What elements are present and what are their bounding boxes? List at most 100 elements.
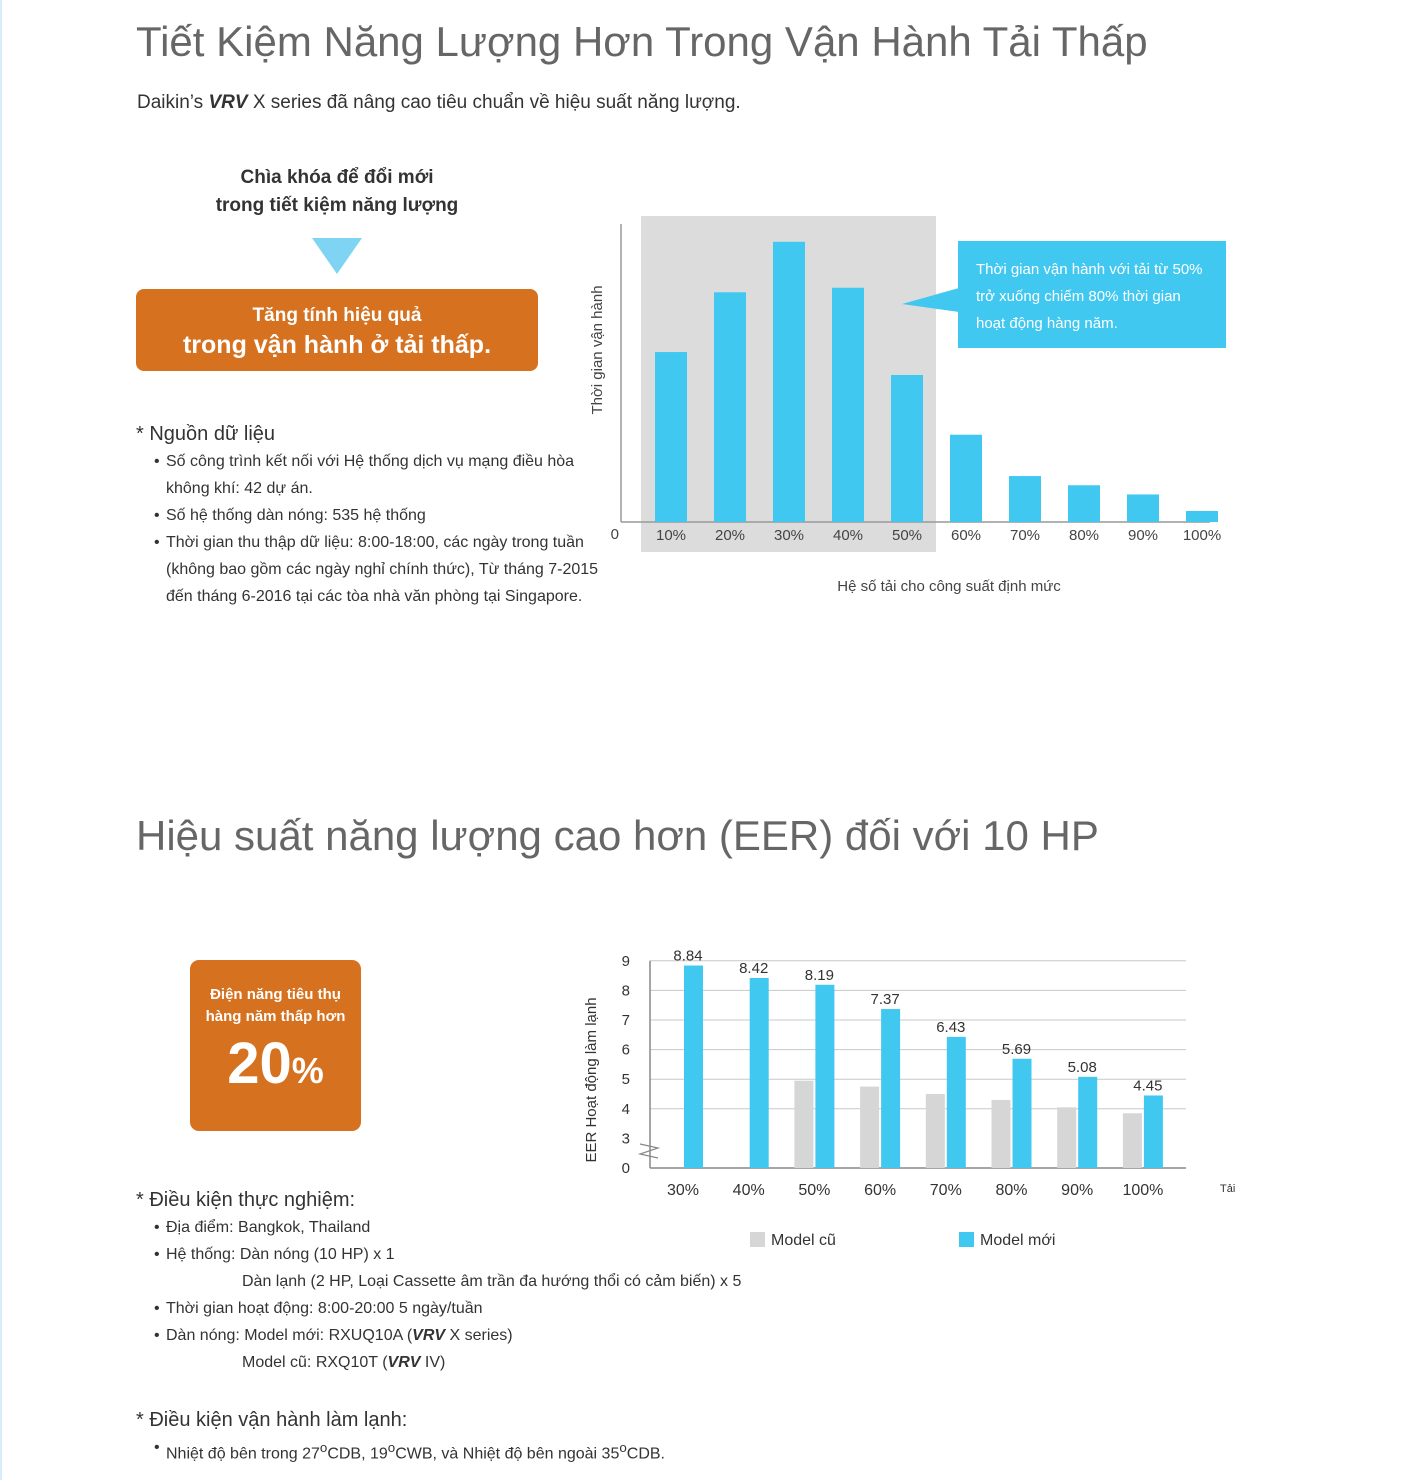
intro-suffix: X series đã nâng cao tiêu chuẩn về hiệu … (247, 92, 741, 113)
badge-text: Điện năng tiêu thụ hàng năm thấp hơn (190, 984, 361, 1028)
chart-bar (891, 375, 923, 522)
badge-number: 20 (227, 1031, 292, 1096)
data-label: 4.45 (1133, 1077, 1162, 1094)
low-load-efficiency-box: Tăng tính hiệu quả trong vận hành ở tải … (136, 289, 538, 371)
y-axis-label: EER Hoạt động làm lạnh (583, 997, 600, 1162)
data-label: 7.37 (870, 991, 899, 1008)
y-tick-label: 8 (622, 982, 630, 999)
chart-bar (950, 434, 982, 522)
conditions-heading: * Điều kiện thực nghiệm: (136, 1189, 356, 1211)
bar-new-model (815, 984, 835, 1168)
system-line2: Dàn lạnh (2 HP, Loại Cassette âm trần đa… (242, 1273, 742, 1290)
badge-value: 20% (190, 1032, 361, 1103)
condition-hours: Thời gian hoạt động: 8:00-20:00 5 ngày/t… (154, 1295, 836, 1322)
bar-old-model (860, 1086, 880, 1168)
x-tick-label: 100% (1183, 527, 1221, 544)
outdoor-new-brand: VRV (412, 1327, 446, 1344)
data-label: 6.43 (936, 1019, 965, 1036)
x-tick-label: 80% (1069, 527, 1099, 544)
note-item: Số hệ thống dàn nóng: 535 hệ thống (154, 502, 606, 529)
condition-outdoor: Dàn nóng: Model mới: RXUQ10A (VRV X seri… (154, 1322, 836, 1376)
down-arrow-icon (312, 238, 362, 274)
y-axis-label: Thời gian vận hành (589, 285, 606, 414)
section2-title: Hiệu suất năng lượng cao hơn (EER) đối v… (136, 812, 1099, 859)
chart-bar (1127, 494, 1159, 522)
badge-line2: hàng năm thấp hơn (205, 1008, 346, 1025)
data-label: 5.69 (1002, 1041, 1031, 1058)
degree-mark: o (319, 1440, 328, 1455)
notes-heading: * Nguồn dữ liệu (136, 423, 276, 445)
cooling-item: Nhiệt độ bên trong 27oCDB, 19oCWB, và Nh… (154, 1434, 836, 1467)
chart-bar (1068, 485, 1100, 522)
box-line2: trong vận hành ở tải thấp. (182, 331, 492, 359)
conditions-list: Địa điểm: Bangkok, Thailand Hệ thống: Dà… (136, 1214, 836, 1376)
callout-text-line: Thời gian vận hành với tải từ 50% (976, 261, 1203, 278)
chart-bar (714, 292, 746, 522)
energy-saving-badge: Điện năng tiêu thụ hàng năm thấp hơn 20% (190, 960, 361, 1131)
y-tick-label: 7 (622, 1012, 630, 1029)
bar-new-model (1078, 1076, 1098, 1168)
eer-comparison-chart: 0 3 4 5 6 7 8 9 8.84 30% 8.42 40% 8.19 50% 7.37 60% 6.43… (583, 948, 1235, 1249)
outdoor-new: Dàn nóng: Model mới: RXUQ10A (VRV X seri… (166, 1327, 513, 1344)
outdoor-old: Model cũ: RXQ10T (VRV IV) (166, 1349, 836, 1376)
bar-new-model (749, 977, 769, 1168)
badge-unit: % (291, 1050, 324, 1091)
intro-prefix: Daikin’s (137, 92, 209, 113)
data-label: 8.84 (673, 948, 702, 965)
chart-bar (832, 287, 864, 522)
bar-new-model (1012, 1058, 1032, 1168)
legend-swatch-new (959, 1232, 974, 1247)
bar-old-model (991, 1099, 1011, 1168)
x-axis-label: Hệ số tải cho công suất định mức (837, 578, 1061, 595)
bar-new-model (881, 1009, 901, 1168)
x-axis-label: Tải (1220, 1183, 1235, 1195)
chart-bar (655, 352, 687, 522)
y-tick-label: 3 (622, 1130, 630, 1147)
data-source-notes: * Nguồn dữ liệu Số công trình kết nối vớ… (136, 420, 606, 610)
chart-bar (1009, 476, 1041, 522)
section1-title: Tiết Kiệm Năng Lượng Hơn Trong Vận Hành … (136, 18, 1148, 65)
y-tick-label: 4 (622, 1101, 630, 1118)
cooling-list: Nhiệt độ bên trong 27oCDB, 19oCWB, và Nh… (136, 1434, 836, 1467)
callout-text-line: hoạt động hàng năm. (976, 315, 1118, 332)
key-title-line2: trong tiết kiệm năng lượng (215, 195, 459, 216)
data-label: 8.19 (805, 967, 834, 984)
bar-old-model (1122, 1113, 1142, 1168)
x-tick-label: 50% (892, 527, 922, 544)
data-label: 8.42 (739, 960, 768, 977)
callout-box (958, 241, 1226, 348)
y-tick-label: 0 (622, 1160, 630, 1177)
x-tick-label: 100% (1122, 1182, 1163, 1199)
x-tick-label: 70% (1010, 527, 1040, 544)
x-tick-label: 70% (930, 1182, 962, 1199)
axis-break-mark (637, 1143, 661, 1159)
x-tick-label: 90% (1128, 527, 1158, 544)
notes-list: Số công trình kết nối với Hệ thống dịch … (136, 448, 606, 610)
section1-intro: Daikin’s VRV X series đã nâng cao tiêu c… (137, 92, 741, 114)
outdoor-old-prefix: Model cũ: RXQ10T ( (242, 1354, 388, 1371)
key-title-line1: Chìa khóa để đổi mới (240, 167, 434, 188)
cooling-d: CDB. (626, 1445, 665, 1463)
data-label: 5.08 (1068, 1059, 1097, 1076)
zero-label: 0 (611, 526, 619, 543)
y-tick-label: 5 (622, 1071, 630, 1088)
load-distribution-chart: 0 10% 20% 30% 40% 50% 60% 70% 80% 90% 100% Thời gia… (589, 216, 1226, 595)
key-title: Chìa khóa để đổi mới trong tiết kiệm năn… (136, 164, 538, 220)
legend-label-new: Model mới (980, 1232, 1055, 1249)
x-tick-label: 90% (1061, 1182, 1093, 1199)
chart-bar (773, 241, 805, 522)
outdoor-old-brand: VRV (387, 1354, 421, 1371)
bar-old-model (925, 1094, 945, 1168)
bar-new-model (946, 1036, 966, 1168)
note-item: Thời gian thu thập dữ liệu: 8:00-18:00, … (154, 529, 606, 610)
x-tick-label: 20% (715, 527, 745, 544)
degree-mark: o (619, 1440, 627, 1455)
callout-pointer (902, 288, 959, 312)
degree-mark: o (387, 1440, 396, 1455)
bar-new-model (1143, 1095, 1163, 1168)
experiment-conditions: * Điều kiện thực nghiệm: Địa điểm: Bangk… (136, 1186, 836, 1376)
bar-new-model (684, 965, 703, 1168)
x-tick-label: 80% (995, 1182, 1027, 1199)
y-tick-label: 9 (622, 953, 630, 970)
outdoor-new-suffix: X series) (445, 1327, 513, 1344)
